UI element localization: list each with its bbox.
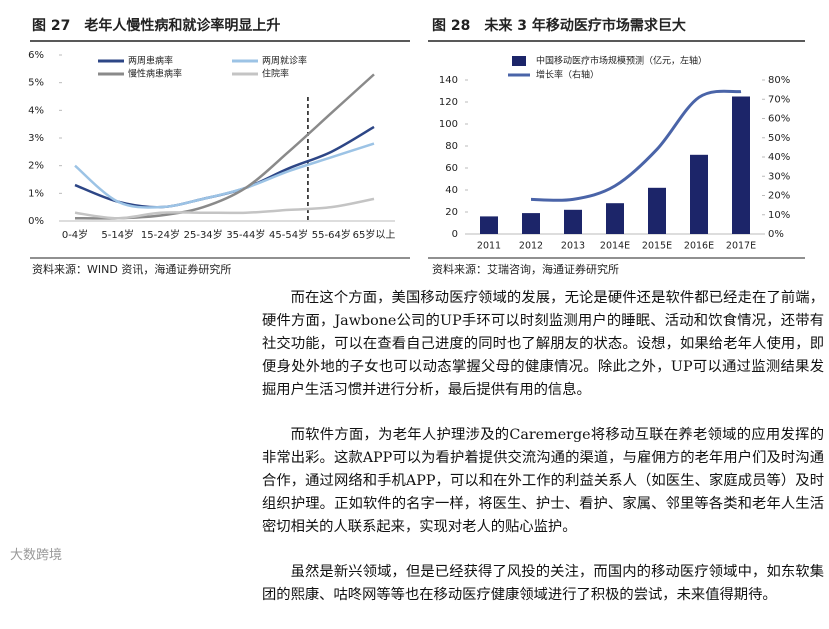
x-tick-label: 15-24岁 (141, 228, 180, 241)
x-tick-label: 25-34岁 (184, 228, 223, 241)
y-tick-label: 140 (439, 75, 458, 86)
bar (480, 216, 498, 234)
source: 资料来源：WIND 资讯，海通证券研究所 (32, 262, 231, 276)
y-tick-label: 0 (452, 229, 458, 240)
y-tick-label: 5% (28, 78, 44, 89)
y-tick-label: 100 (439, 119, 458, 130)
series-line (74, 142, 375, 209)
y-tick-label: 4% (28, 105, 44, 116)
figure-title: 图 27 老年人慢性病和就诊率明显上升 (32, 17, 280, 34)
series-line (74, 197, 375, 220)
x-tick-label: 5-14岁 (101, 228, 134, 241)
watermark: 大数跨境 (10, 548, 63, 563)
y-tick-label: 3% (28, 133, 44, 144)
y2-tick-label: 30% (768, 171, 790, 182)
y2-tick-label: 0% (768, 229, 784, 240)
x-tick-label: 2011 (477, 241, 501, 252)
x-tick-label: 2012 (519, 241, 543, 252)
bar (648, 187, 666, 234)
y-tick-label: 0% (28, 216, 44, 227)
x-tick-label: 65岁以上 (353, 228, 396, 241)
y2-tick-label: 70% (768, 94, 790, 105)
y2-tick-label: 50% (768, 133, 790, 144)
bar (732, 96, 750, 234)
x-tick-label: 45-54岁 (269, 228, 308, 241)
legend-label: 增长率（右轴） (536, 69, 599, 81)
legend-label: 住院率 (262, 68, 289, 80)
y-tick-label: 80 (445, 141, 458, 152)
bar (690, 154, 708, 234)
bar (522, 213, 540, 234)
paragraph: 而软件方面，为老年人护理涉及的Caremerge将移动互联在养老领域的应用发挥的… (262, 427, 824, 535)
page: {"document": { "sources": ["资料来源：WIND 资讯… (10, 17, 824, 603)
x-tick-label: 2017E (726, 241, 756, 252)
paragraph: 而在这个方面，美国移动医疗领域的发展，无论是硬件还是软件都已经走在了前端，硬件方… (262, 290, 824, 398)
y-tick-label: 40 (445, 185, 458, 196)
y-tick-label: 1% (28, 188, 44, 199)
body-text: 而在这个方面，美国移动医疗领域的发展，无论是硬件还是软件都已经走在了前端，硬件方… (262, 287, 824, 629)
x-tick-label: 35-44岁 (226, 228, 265, 241)
series-line (74, 73, 375, 220)
x-tick-label: 2014E (600, 241, 630, 252)
y2-tick-label: 20% (768, 191, 790, 202)
legend-label: 中国移动医疗市场规模预测（亿元，左轴） (536, 55, 707, 67)
y2-tick-label: 60% (768, 114, 790, 125)
y2-tick-label: 40% (768, 152, 790, 163)
x-tick-label: 2016E (684, 241, 714, 252)
y-tick-label: 120 (439, 97, 458, 108)
bar (564, 209, 582, 234)
figure-title: 图 28 未来 3 年移动医疗市场需求巨大 (432, 17, 686, 34)
y-tick-label: 60 (445, 163, 458, 174)
figures: 图 27 老年人慢性病和就诊率明显上升 图 28 未来 3 年移动医疗市场需求巨… (28, 17, 805, 276)
y-tick-label: 20 (445, 207, 458, 218)
legend-label: 慢性病患病率 (128, 68, 182, 80)
y-tick-label: 6% (28, 50, 44, 61)
series-line (74, 125, 375, 209)
y2-tick-label: 10% (768, 210, 790, 221)
legend-label: 两周就诊率 (262, 55, 307, 67)
source: 资料来源：艾瑞咨询，海通证券研究所 (432, 262, 619, 276)
x-tick-label: 0-4岁 (62, 228, 88, 241)
legend-swatch (512, 56, 526, 66)
bar (606, 203, 624, 234)
x-tick-label: 2015E (642, 241, 672, 252)
y-tick-label: 2% (28, 161, 44, 172)
paragraph: 虽然是新兴领域，但是已经获得了风投的关注，而国内的移动医疗领域中，如东软集团的熙… (262, 564, 824, 603)
series-line (530, 89, 742, 202)
y2-tick-label: 80% (768, 75, 790, 86)
x-tick-label: 55-64岁 (312, 228, 351, 241)
legend-label: 两周患病率 (128, 55, 173, 67)
x-tick-label: 2013 (561, 241, 585, 252)
